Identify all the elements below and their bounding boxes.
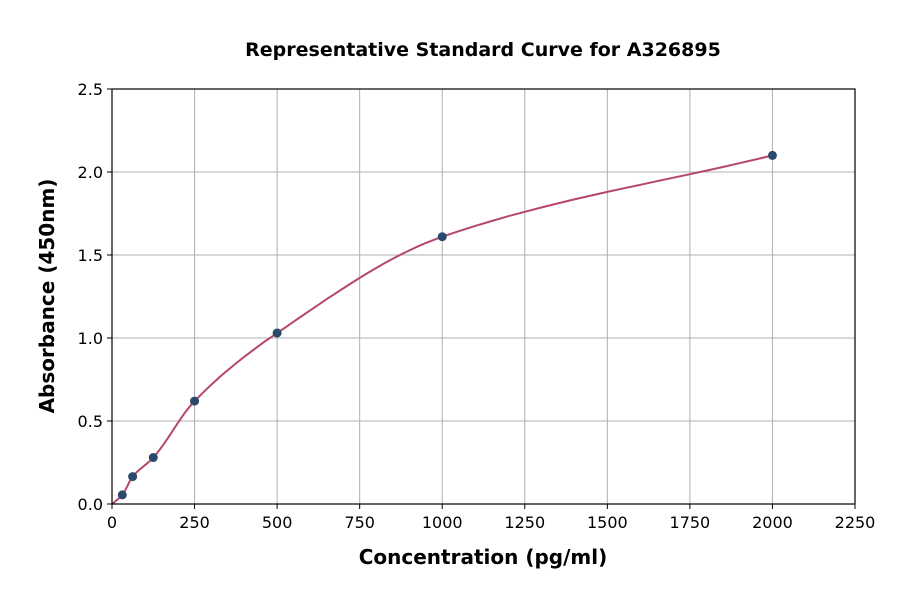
- x-axis-label: Concentration (pg/ml): [359, 545, 608, 569]
- y-axis-ticks: 0.0 0.5 1.0 1.5 2.0 2.5: [78, 80, 112, 514]
- x-tick-label: 500: [262, 513, 293, 532]
- chart-title: Representative Standard Curve for A32689…: [245, 39, 721, 61]
- x-tick-label: 250: [179, 513, 210, 532]
- y-tick-label: 2.5: [78, 80, 103, 99]
- x-axis-ticks: 0 250 500 750 1000 1250 1500 1750 2000 2250: [107, 504, 875, 532]
- x-tick-label: 1750: [670, 513, 711, 532]
- data-point: [117, 490, 127, 500]
- data-points: [117, 150, 777, 500]
- data-point: [437, 232, 447, 242]
- data-point: [148, 453, 158, 463]
- x-tick-label: 2000: [752, 513, 793, 532]
- data-point: [767, 150, 777, 160]
- grid: [111, 88, 856, 505]
- x-tick-label: 1250: [504, 513, 545, 532]
- plot-frame: [111, 88, 856, 505]
- y-tick-label: 2.0: [78, 163, 103, 182]
- y-axis-label: Absorbance (450nm): [35, 179, 59, 414]
- x-tick-label: 1500: [587, 513, 628, 532]
- x-tick-label: 2250: [835, 513, 876, 532]
- x-tick-label: 750: [344, 513, 375, 532]
- y-tick-label: 0.0: [78, 495, 103, 514]
- x-tick-label: 1000: [422, 513, 463, 532]
- x-tick-label: 0: [107, 513, 117, 532]
- y-tick-label: 1.5: [78, 246, 103, 265]
- y-tick-label: 0.5: [78, 412, 103, 431]
- data-point: [190, 396, 200, 406]
- data-point: [272, 328, 282, 338]
- y-tick-label: 1.0: [78, 329, 103, 348]
- data-point: [128, 472, 138, 482]
